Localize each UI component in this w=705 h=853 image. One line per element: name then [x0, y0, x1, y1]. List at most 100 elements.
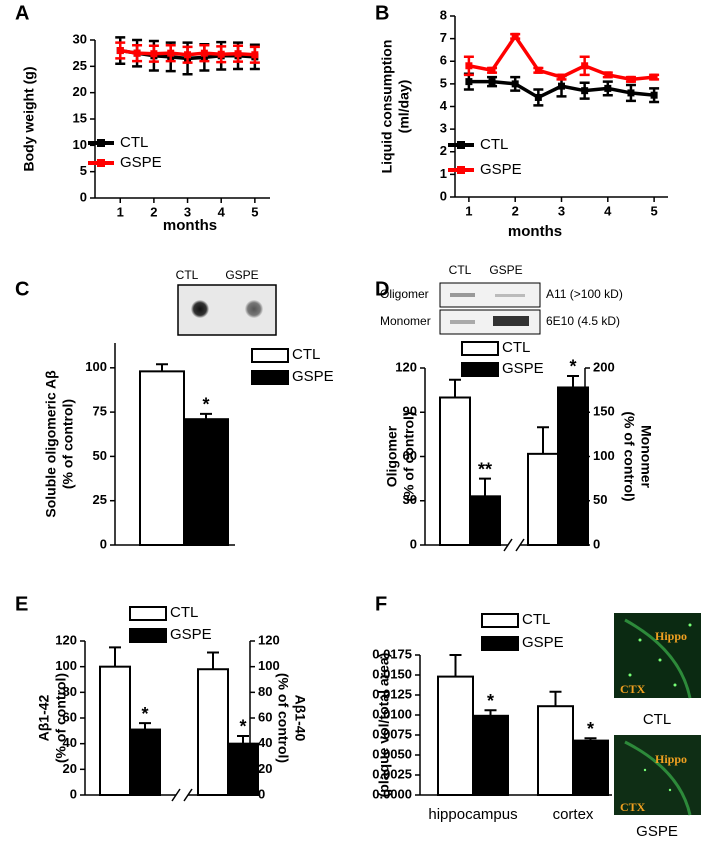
point	[534, 93, 542, 101]
y-tick-label: 7	[440, 30, 447, 45]
x-tick-label: 5	[650, 203, 657, 218]
y-tick-label: 20	[63, 761, 77, 776]
y-tick-label: 75	[93, 404, 107, 419]
y-tick-label: 120	[395, 359, 417, 374]
annotation: **	[478, 459, 492, 479]
blot-band	[493, 316, 529, 326]
y-tick-label: 50	[593, 492, 607, 507]
x-tick-label: 1	[465, 203, 472, 218]
error-bar	[449, 378, 461, 398]
blot-band	[450, 293, 475, 297]
panel-label: E	[15, 593, 28, 615]
annotation: *	[569, 357, 576, 377]
bar	[183, 418, 229, 547]
panel-label: D	[375, 278, 389, 300]
y-tick-label: 120	[258, 632, 280, 647]
annotation: *	[202, 395, 209, 415]
y-tick-label: 30	[73, 31, 87, 46]
panel-label: C	[15, 278, 29, 300]
axis-title: (plaque vol/total area)	[376, 653, 392, 798]
image-label: CTX	[620, 800, 646, 814]
bar	[572, 739, 609, 796]
bar	[197, 668, 229, 797]
bar	[439, 396, 471, 546]
y-tick-label: 20	[258, 761, 272, 776]
x-tick-label: 3	[184, 204, 191, 219]
point	[150, 50, 158, 58]
axis-title: Liquid consumption	[379, 40, 395, 174]
bar	[139, 370, 185, 547]
blot-label: CTL	[176, 268, 199, 282]
point	[465, 78, 473, 86]
axis-title: Monomer	[638, 425, 654, 489]
panel-label: B	[375, 2, 389, 24]
y-tick-label: 5	[80, 163, 87, 178]
axis-title: Aβ1-42	[36, 694, 52, 741]
legend-label: GSPE	[170, 626, 212, 643]
blot-band	[450, 320, 475, 324]
bar	[537, 705, 574, 797]
error-bar	[479, 477, 491, 497]
bar	[129, 728, 161, 796]
axis-title: (% of control)	[53, 673, 69, 763]
y-tick-label: 0	[593, 536, 600, 551]
point	[627, 89, 635, 97]
panel-label: A	[15, 2, 29, 24]
error-bar	[537, 426, 549, 454]
blot-label: A11 (>100 kD)	[546, 287, 623, 301]
axis-title: (% of control)	[621, 411, 637, 501]
point	[511, 80, 519, 88]
bar	[527, 452, 559, 546]
y-tick-label: 60	[258, 709, 272, 724]
y-tick-label: 200	[593, 359, 615, 374]
point	[604, 71, 612, 79]
legend-swatch	[461, 341, 499, 356]
legend-label: CTL	[480, 136, 508, 153]
x-tick-label: 2	[150, 204, 157, 219]
y-tick-label: 0.0000	[372, 786, 412, 801]
legend-marker	[457, 141, 465, 149]
point	[465, 62, 473, 70]
y-tick-label: 100	[85, 359, 107, 374]
y-tick-label: 25	[73, 58, 87, 73]
y-tick-label: 5	[440, 75, 447, 90]
y-tick-label: 1	[440, 166, 447, 181]
annotation: *	[141, 704, 148, 724]
y-tick-label: 0	[410, 536, 417, 551]
x-tick-label: 4	[604, 203, 612, 218]
blot-label: Oligomer	[380, 287, 429, 301]
y-tick-label: 80	[258, 684, 272, 699]
legend-label: CTL	[292, 346, 320, 363]
point	[116, 47, 124, 55]
image-caption: CTL	[643, 711, 671, 728]
x-tick-label: 3	[558, 203, 565, 218]
image-label: CTX	[620, 682, 646, 696]
y-tick-label: 40	[63, 735, 77, 750]
x-axis-title: months	[508, 223, 562, 240]
axis-title: (% of control)	[401, 411, 417, 501]
y-tick-label: 40	[258, 735, 272, 750]
blot-label: Monomer	[380, 314, 431, 328]
error-bar	[207, 651, 219, 670]
point	[558, 73, 565, 81]
legend-label: GSPE	[120, 154, 162, 171]
point	[650, 91, 658, 99]
blot-label: CTL	[449, 263, 472, 277]
annotation: *	[239, 717, 246, 737]
y-tick-label: 0.0025	[372, 766, 412, 781]
legend-label: CTL	[120, 134, 148, 151]
panel-label: F	[375, 593, 387, 615]
y-tick-label: 0	[80, 189, 87, 204]
error-bar	[449, 654, 462, 677]
y-tick-label: 0.0100	[372, 706, 412, 721]
point	[488, 66, 496, 74]
x-tick-label: hippocampus	[428, 806, 517, 823]
y-tick-label: 0.0175	[372, 646, 412, 661]
annotation: *	[487, 691, 494, 711]
legend-swatch	[481, 613, 519, 628]
point	[251, 51, 259, 59]
axis-break	[503, 538, 525, 552]
legend-label: GSPE	[522, 634, 564, 651]
point	[488, 78, 496, 86]
